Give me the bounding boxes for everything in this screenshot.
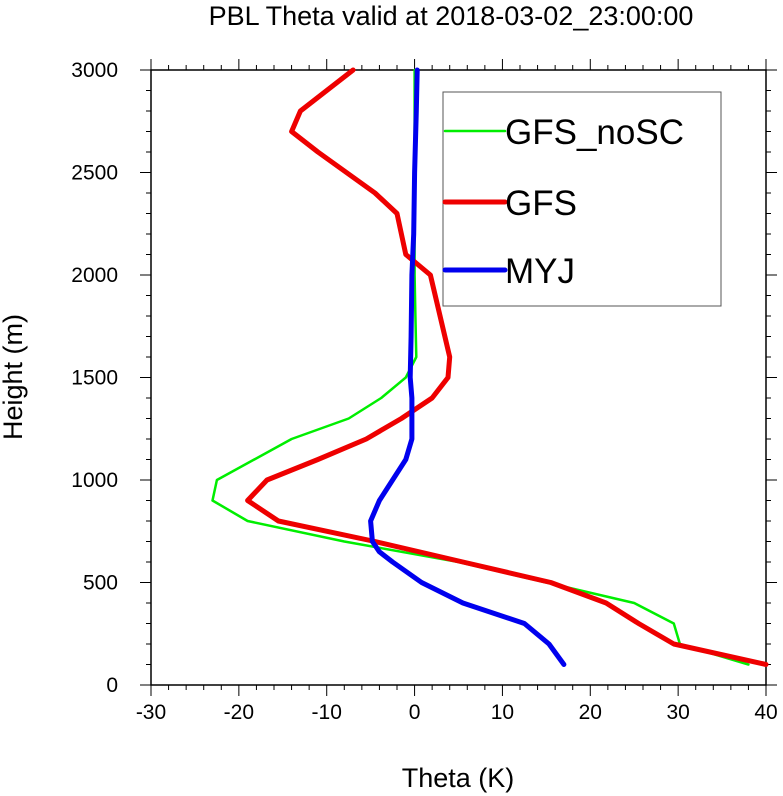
y-tick-label: 2500 — [71, 162, 118, 185]
x-tick-label: 30 — [666, 701, 689, 724]
chart-title: PBL Theta valid at 2018-03-02_23:00:00 — [209, 1, 694, 31]
series-line-gfs — [245, 67, 769, 667]
legend-label: GFS_noSC — [505, 113, 684, 152]
x-axis-title: Theta (K) — [402, 763, 515, 793]
y-tick-label: 3000 — [71, 59, 118, 82]
x-tick-label: -30 — [136, 701, 166, 724]
y-tick-label: 1500 — [71, 367, 118, 390]
legend: GFS_noSC GFS MYJ — [442, 91, 722, 307]
x-tick-label: -20 — [224, 701, 254, 724]
series-line-myj — [368, 67, 567, 667]
y-tick-label: 2000 — [71, 264, 118, 287]
y-axis-title: Height (m) — [0, 314, 28, 440]
x-tick-label: 0 — [409, 701, 421, 724]
x-tick-label: 20 — [579, 701, 602, 724]
x-tick-label: 10 — [491, 701, 514, 724]
y-tick-label: 500 — [83, 572, 118, 595]
x-tick-label: -10 — [312, 701, 342, 724]
legend-label: GFS — [505, 184, 577, 223]
x-tick-label: 40 — [754, 701, 777, 724]
series-line-gfs-nosc — [211, 68, 750, 666]
legend-label: MYJ — [505, 252, 575, 291]
y-tick-label: 1000 — [71, 469, 118, 492]
axes: -30 -20 -10 0 10 20 30 40 0 500 1000 1500 2000 2500 30… — [71, 59, 778, 724]
y-tick-label: 0 — [106, 674, 118, 697]
series-lines — [211, 67, 769, 667]
